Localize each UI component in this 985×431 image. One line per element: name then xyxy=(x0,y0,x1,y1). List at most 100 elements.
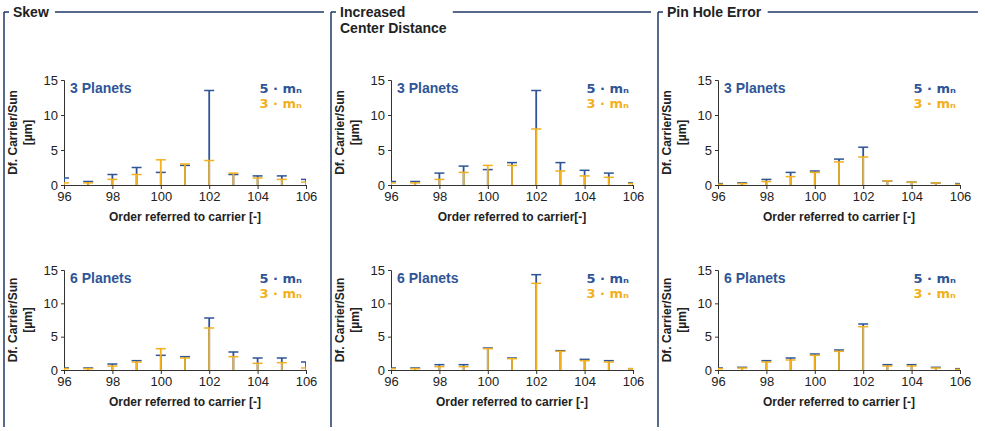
x-tick: 106 xyxy=(296,185,318,204)
series xyxy=(64,328,306,370)
stem-cap xyxy=(761,360,771,362)
stem xyxy=(511,359,513,370)
y-axis-title: Df. Carrier/Sun[µm] xyxy=(6,278,35,363)
y-tick: 5 xyxy=(378,329,391,344)
stem-cap xyxy=(931,182,941,184)
stem-cap xyxy=(434,179,444,181)
x-tick-label: 100 xyxy=(477,189,499,204)
stem xyxy=(535,283,537,370)
stem-cap xyxy=(834,161,844,163)
stem-cap xyxy=(204,327,214,329)
y-tick-label: 15 xyxy=(698,73,712,88)
stem xyxy=(112,364,114,370)
stem-cap xyxy=(628,183,633,185)
y-axis: 051015 xyxy=(698,263,719,378)
y-axis-title-line: [µm] xyxy=(348,307,362,333)
x-tick-label: 104 xyxy=(574,374,596,389)
x-tick: 104 xyxy=(901,370,923,389)
stem-cap xyxy=(83,368,93,370)
chart: 96981001021041060510156 Planets5 · mₙ3 ·… xyxy=(6,263,317,409)
stem xyxy=(232,173,234,185)
y-axis-title-line: Df. Carrier/Sun xyxy=(6,90,20,175)
x-tick-label: 98 xyxy=(106,189,120,204)
stem-cap xyxy=(882,180,892,182)
panel-title-line: Center Distance xyxy=(340,20,447,36)
stem xyxy=(112,179,114,185)
stem xyxy=(838,351,840,370)
y-tick-label: 10 xyxy=(698,108,712,123)
x-tick-label: 100 xyxy=(804,374,826,389)
x-axis: 9698100102104106 xyxy=(384,370,644,389)
y-tick-label: 15 xyxy=(44,73,58,88)
y-tick: 15 xyxy=(44,73,64,88)
x-axis: 9698100102104106 xyxy=(711,185,971,204)
y-axis-line xyxy=(61,81,65,186)
stem-cap xyxy=(834,351,844,353)
stem xyxy=(184,164,186,185)
y-tick: 5 xyxy=(51,329,64,344)
stem-cap xyxy=(301,179,306,181)
y-tick-mark xyxy=(715,150,718,151)
stem-cap xyxy=(507,358,517,360)
stem-cap xyxy=(882,364,892,366)
legend-entry: 3 · mₙ xyxy=(259,96,302,111)
y-tick-mark xyxy=(715,270,718,271)
y-axis-title-line: [µm] xyxy=(675,120,689,146)
stem-cap xyxy=(507,162,517,164)
y-tick-mark xyxy=(388,370,391,371)
y-tick-mark xyxy=(388,337,391,338)
stem-cap xyxy=(834,349,844,351)
stem-cap xyxy=(132,361,142,363)
stem-cap xyxy=(718,368,723,370)
legend: 5 · mₙ3 · mₙ xyxy=(913,81,956,111)
x-tick: 96 xyxy=(57,370,71,389)
stem-cap xyxy=(555,162,565,164)
legend: 5 · mₙ3 · mₙ xyxy=(586,271,629,301)
x-tick: 102 xyxy=(526,370,548,389)
x-tick: 102 xyxy=(853,370,875,389)
stem xyxy=(862,157,864,185)
plot-area xyxy=(718,147,960,185)
stem xyxy=(136,362,138,370)
legend-entry: 5 · mₙ xyxy=(913,81,956,96)
y-tick-mark xyxy=(61,337,64,338)
x-tick-label: 96 xyxy=(711,374,725,389)
x-tick-label: 106 xyxy=(296,374,318,389)
panel-border xyxy=(658,11,663,13)
x-tick: 104 xyxy=(574,370,596,389)
x-tick: 106 xyxy=(623,370,645,389)
legend: 5 · mₙ3 · mₙ xyxy=(913,271,956,301)
y-tick-mark xyxy=(61,185,64,186)
chart-title: 3 Planets xyxy=(70,80,132,96)
y-tick-mark xyxy=(61,270,64,271)
stem-cap xyxy=(810,170,820,172)
legend: 5 · mₙ3 · mₙ xyxy=(259,271,302,301)
stem-cap xyxy=(64,182,69,184)
x-tick-label: 102 xyxy=(199,189,221,204)
stem-cap xyxy=(410,182,420,184)
stem-cap xyxy=(410,367,420,369)
legend-entry: 3 · mₙ xyxy=(913,286,956,301)
y-tick: 5 xyxy=(705,143,718,158)
stem-cap xyxy=(391,368,396,370)
stem xyxy=(463,172,465,185)
stem xyxy=(814,355,816,370)
stem-cap xyxy=(410,368,420,370)
y-tick-mark xyxy=(715,303,718,304)
series xyxy=(64,160,306,185)
stem xyxy=(560,351,562,370)
x-tick: 100 xyxy=(477,185,499,204)
stem xyxy=(560,351,562,370)
y-axis-line xyxy=(388,271,392,371)
series xyxy=(64,318,306,370)
stem-cap xyxy=(907,181,917,183)
x-tick: 104 xyxy=(901,185,923,204)
y-tick-mark xyxy=(388,80,391,81)
stem-cap xyxy=(555,170,565,172)
x-tick: 98 xyxy=(106,185,120,204)
y-tick-label: 10 xyxy=(371,296,385,311)
y-tick-mark xyxy=(715,115,718,116)
legend: 5 · mₙ3 · mₙ xyxy=(586,81,629,111)
stem xyxy=(208,318,210,370)
y-tick-label: 10 xyxy=(44,108,58,123)
